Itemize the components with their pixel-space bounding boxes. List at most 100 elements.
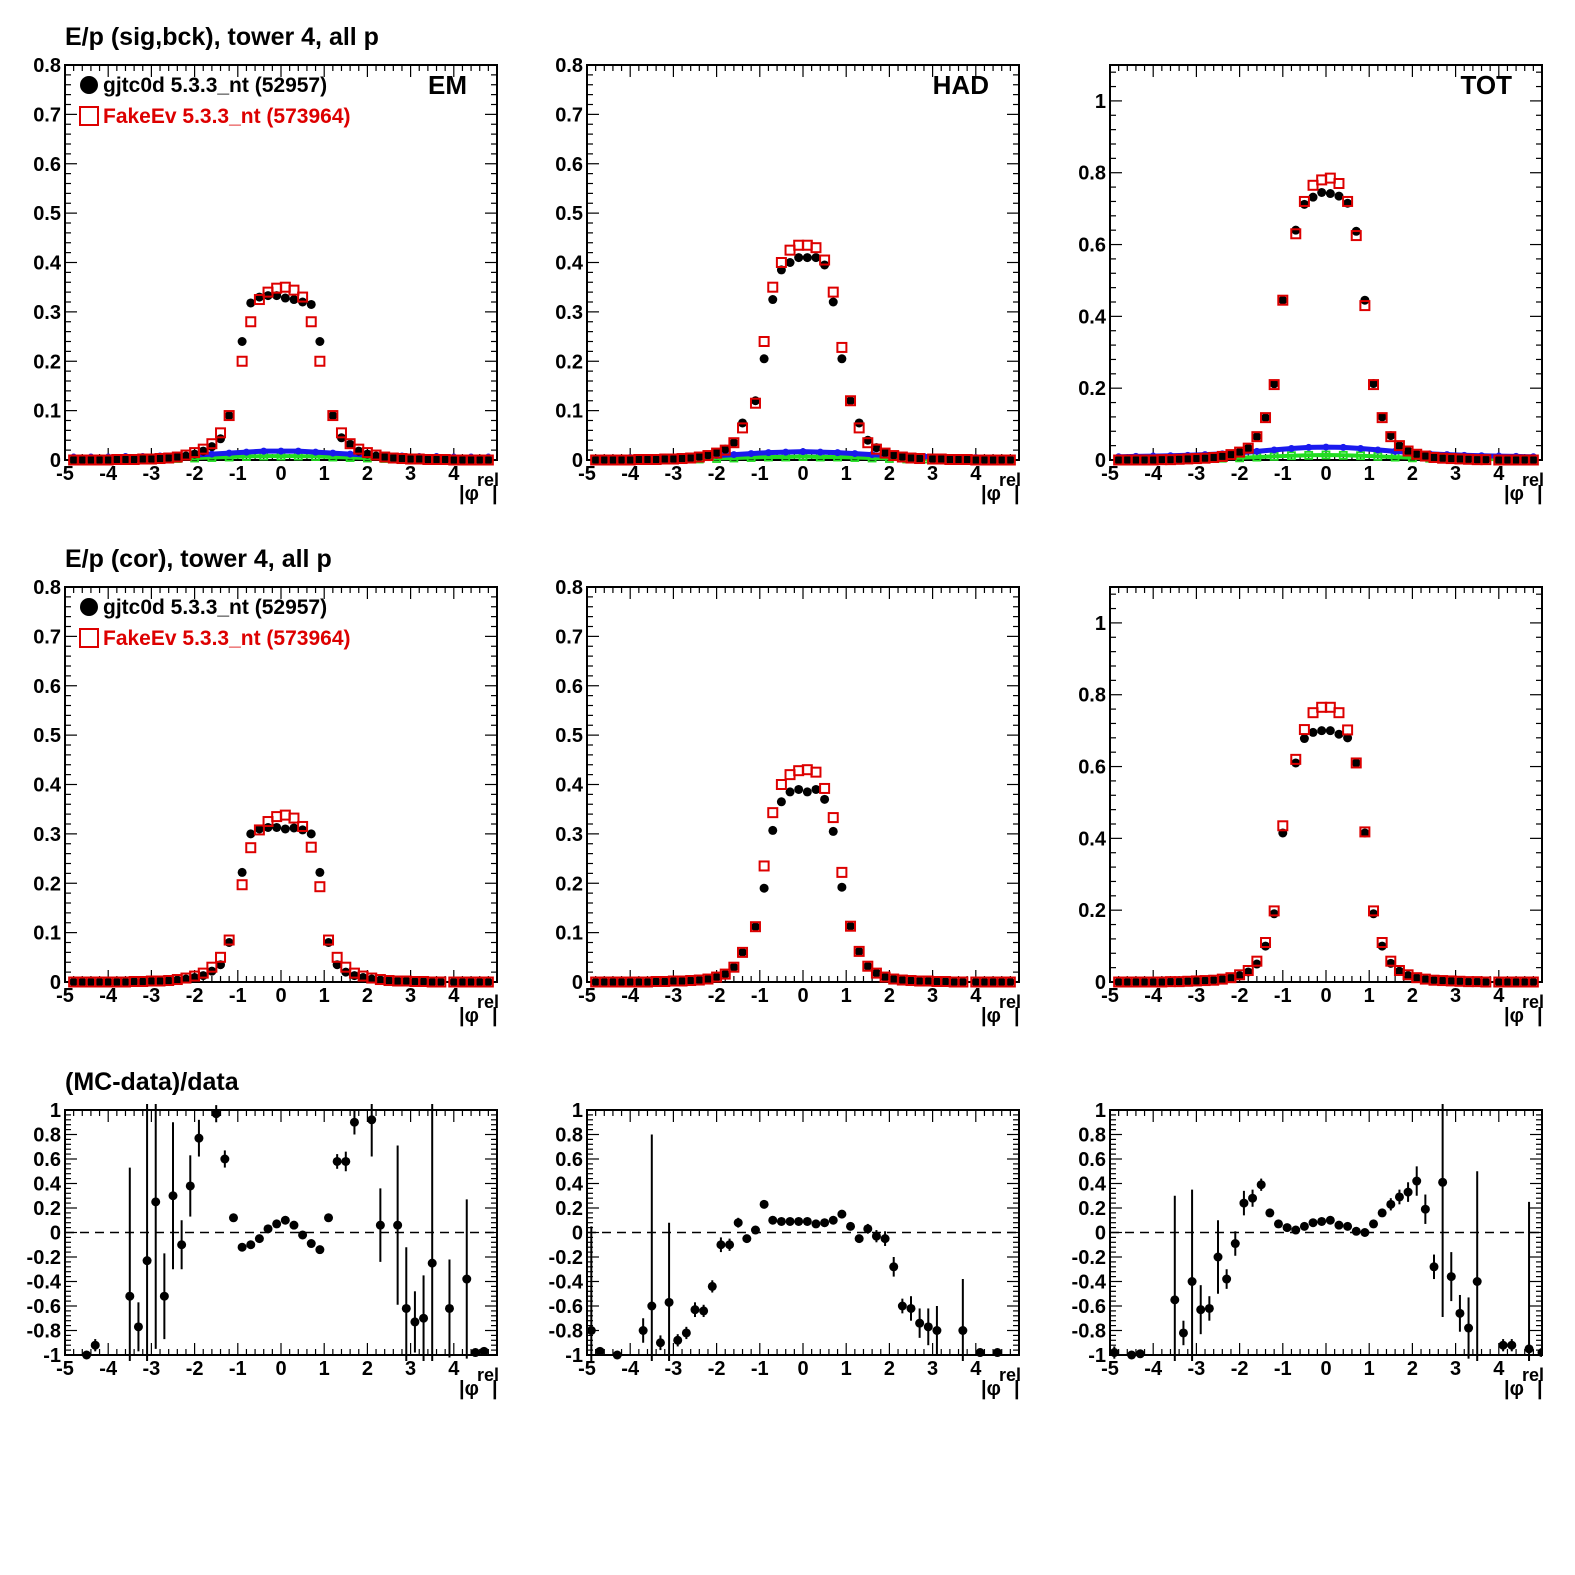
y-tick-label: 0.6 [555, 1149, 583, 1171]
bck-data-point [851, 450, 859, 458]
data-point [466, 455, 476, 465]
x-tick-label: -2 [708, 1358, 726, 1380]
data-point [880, 972, 890, 982]
data-point [1196, 1305, 1206, 1315]
mc-point [827, 812, 839, 824]
data-point [457, 455, 467, 465]
y-tick-label: 0.1 [555, 401, 583, 423]
mc-point [245, 316, 257, 328]
data-point [1200, 453, 1210, 463]
data-point [1394, 1192, 1404, 1202]
data-point [936, 454, 946, 464]
marks-tot_cor [1113, 701, 1539, 988]
mc-point [253, 294, 265, 306]
marks-had_sigbck [590, 239, 1016, 466]
data-point [120, 977, 130, 987]
mc-point [737, 422, 749, 434]
data-point [794, 784, 804, 794]
data-point [1317, 726, 1327, 736]
legend-label: FakeEv 5.3.3_nt (573964) [103, 627, 351, 650]
panel-title: E/p (sig,bck), tower 4, all p [65, 23, 379, 51]
y-tick-label: 0.4 [1078, 1174, 1107, 1196]
data-point [932, 1326, 942, 1335]
y-tick-label: 0.6 [1078, 235, 1106, 257]
data-point [168, 1191, 178, 1201]
data-point [1334, 191, 1344, 201]
data-point [315, 867, 325, 877]
data-point [634, 455, 644, 465]
y-tick-label: 0.8 [33, 1125, 61, 1147]
mc-point [862, 960, 874, 972]
data-point [95, 455, 105, 465]
data-point [725, 1240, 735, 1250]
y-tick-label: 0 [50, 1223, 61, 1245]
mc-point [819, 782, 831, 794]
data-point [889, 1262, 899, 1272]
data-point [315, 1245, 325, 1255]
data-point [1360, 828, 1370, 838]
x-tick-label: -5 [1101, 463, 1119, 485]
data-point [432, 455, 442, 465]
data-point [1420, 1204, 1430, 1214]
mc-point [1277, 820, 1289, 832]
x-tick-label: -4 [99, 985, 118, 1007]
data-point [651, 455, 661, 465]
x-tick-label: 2 [1407, 1358, 1418, 1380]
x-axis-label-sup: rel [999, 470, 1021, 490]
data-point [1187, 1277, 1197, 1286]
data-point [224, 938, 234, 947]
data-point [103, 455, 113, 465]
mc-point [728, 961, 740, 973]
data-point [384, 976, 394, 986]
x-tick-label: -4 [1144, 985, 1163, 1007]
data-point [410, 1317, 420, 1327]
data-point [1438, 976, 1448, 986]
data-point [1429, 1262, 1439, 1272]
x-tick-label: 1 [319, 463, 330, 485]
mc-point [1385, 955, 1397, 967]
x-tick-label: -2 [186, 985, 204, 1007]
data-point [608, 455, 618, 465]
mc-point [253, 824, 265, 836]
y-tick-label: 0.4 [555, 775, 584, 797]
bck-mc-point [1321, 450, 1331, 460]
mc-point [340, 961, 352, 973]
mc-point [314, 881, 326, 893]
y-tick-label: 0.5 [555, 725, 583, 747]
x-tick-label: -3 [1188, 463, 1206, 485]
x-tick-label: 3 [1450, 1358, 1461, 1380]
x-tick-label: -1 [1274, 1358, 1292, 1380]
x-tick-label: -3 [665, 985, 683, 1007]
data-point [440, 455, 450, 465]
mc-point [749, 921, 761, 933]
mc-point [1527, 976, 1539, 988]
x-tick-label: -5 [578, 985, 596, 1007]
data-point [1243, 443, 1253, 453]
data-point [1110, 1348, 1119, 1358]
y-tick-label: 0.6 [555, 154, 583, 176]
y-tick-label: -0.6 [27, 1296, 61, 1318]
data-point [164, 453, 174, 463]
mc-point [1359, 826, 1371, 838]
data-point [880, 448, 890, 458]
x-tick-label: -5 [578, 463, 596, 485]
x-tick-label: 0 [797, 463, 808, 485]
mc-point [323, 934, 335, 946]
series-mc [1113, 701, 1539, 988]
mc-point [288, 284, 300, 296]
data-point [1520, 977, 1530, 987]
data-point [954, 455, 964, 465]
data-point [146, 454, 156, 464]
data-point [1165, 455, 1175, 465]
legend-entry: gjtc0d 5.3.3_nt (52957) [80, 74, 327, 97]
data-point [1325, 189, 1335, 199]
data-point [263, 291, 273, 301]
y-tick-label: 0.1 [33, 401, 61, 423]
data-point [1122, 977, 1132, 987]
data-point [419, 977, 429, 987]
x-axis-label-bar: | [1537, 483, 1543, 505]
mc-point [305, 316, 317, 328]
data-point [164, 976, 174, 986]
x-tick-label: -1 [1274, 985, 1292, 1007]
